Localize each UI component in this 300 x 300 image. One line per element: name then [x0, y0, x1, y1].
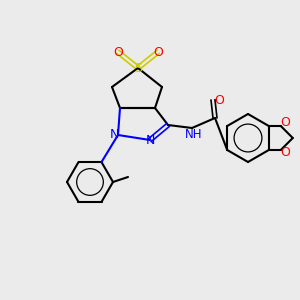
Text: O: O [214, 94, 224, 106]
Text: NH: NH [185, 128, 203, 140]
Text: O: O [113, 46, 123, 59]
Text: O: O [153, 46, 163, 59]
Text: S: S [134, 61, 142, 74]
Text: O: O [280, 116, 290, 130]
Text: N: N [109, 128, 119, 142]
Text: O: O [280, 146, 290, 160]
Text: N: N [145, 134, 155, 146]
